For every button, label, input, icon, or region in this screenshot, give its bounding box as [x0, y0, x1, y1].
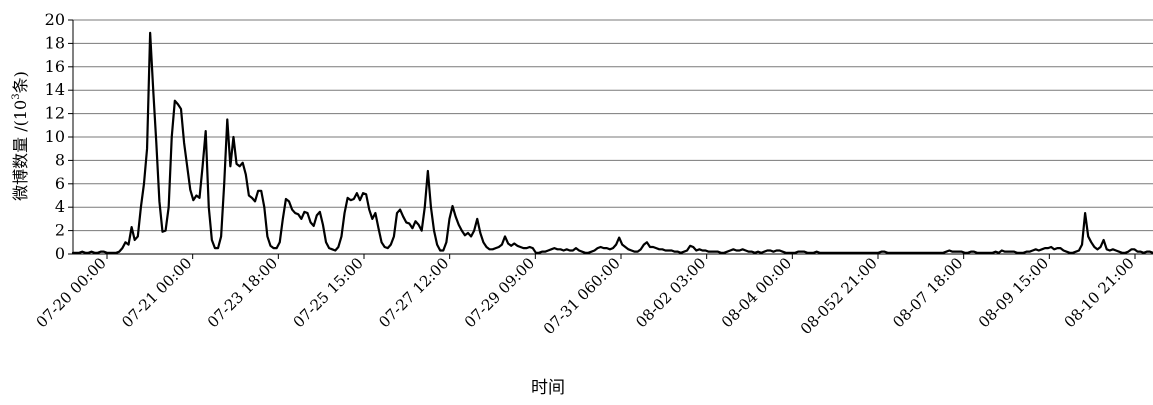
x-tick-label: 07-23 18:00 [204, 254, 281, 331]
y-axis-label-sup: 3 [11, 93, 22, 99]
x-axis-label: 时间 [531, 378, 565, 398]
y-tick-label: 4 [55, 197, 65, 216]
y-tick-label: 2 [55, 221, 65, 240]
gridlines [73, 19, 1153, 232]
y-tick-label: 16 [45, 57, 65, 76]
y-axis-label: 微博数量 /(103条) [11, 71, 30, 201]
x-tick-label: 08-02 03:00 [632, 254, 709, 331]
x-tick-label: 07-31 060:00 [540, 254, 624, 338]
x-tick-label: 08-052 21:00 [797, 254, 881, 338]
y-tick-label: 6 [55, 174, 65, 193]
x-tick-label: 07-27 12:00 [375, 254, 452, 331]
y-tick-label: 14 [45, 80, 65, 99]
y-tick-label: 18 [45, 33, 65, 52]
y-axis-label-tail: 条) [11, 71, 30, 93]
y-tick-label: 10 [45, 127, 65, 146]
x-tick-label: 08-07 18:00 [889, 254, 966, 331]
x-tick-label: 07-20 00:00 [33, 254, 110, 331]
series-line [71, 31, 1153, 254]
x-tick-label: 07-29 09:00 [461, 254, 538, 331]
y-tick-label: 8 [55, 150, 65, 169]
y-tick-label: 0 [55, 244, 65, 263]
x-tick-label: 08-04 00:00 [718, 254, 795, 331]
y-axis-ticks: 0 2 4 6 8 10 12 14 16 18 20 [45, 10, 73, 263]
y-tick-label: 12 [45, 104, 65, 123]
x-tick-label: 07-21 00:00 [118, 254, 195, 331]
x-axis-ticks: 07-20 00:00 07-21 00:00 07-23 18:00 07-25 1… [33, 254, 1138, 338]
y-tick-label: 20 [45, 10, 65, 29]
x-tick-label: 08-10 21:00 [1061, 254, 1138, 331]
y-axis-label-main: 微博数量 /(10 [11, 100, 30, 201]
x-tick-label: 07-25 15:00 [290, 254, 367, 331]
x-tick-label: 08-09 15:00 [975, 254, 1052, 331]
